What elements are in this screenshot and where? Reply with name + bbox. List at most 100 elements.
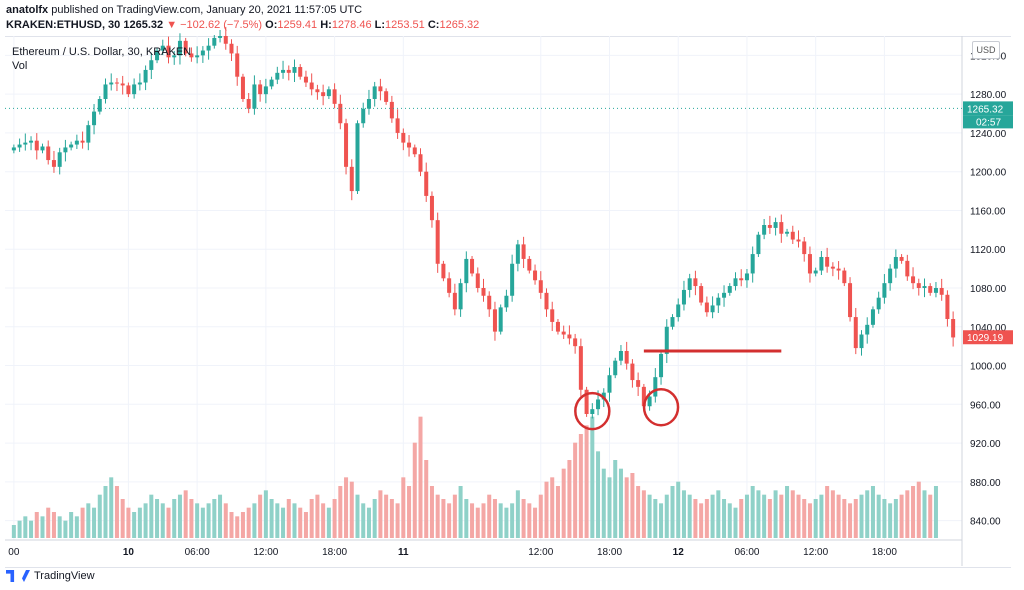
volume-bar	[51, 512, 56, 538]
volume-bar	[704, 499, 709, 538]
candle-body	[384, 91, 389, 102]
volume-bar	[258, 494, 263, 538]
candle-body	[212, 37, 217, 46]
y-tick-label: 960.00	[970, 400, 1001, 411]
candle-body	[80, 140, 85, 143]
candle-body	[802, 241, 807, 255]
candle-body	[762, 225, 767, 235]
candle-body	[888, 268, 893, 284]
candle-body	[132, 84, 137, 95]
volume-bar	[773, 490, 778, 538]
publisher-name[interactable]: anatolfx	[6, 4, 49, 16]
volume-bar	[29, 520, 34, 538]
volume-bar	[699, 503, 704, 538]
volume-bar	[212, 499, 217, 538]
candle-body	[200, 50, 205, 56]
volume-bar	[378, 490, 383, 538]
volume-bar	[183, 490, 188, 538]
volume-bar	[303, 512, 308, 538]
volume-bar	[177, 494, 182, 538]
chart-frame	[5, 36, 1011, 568]
x-tick-label: 12:00	[253, 547, 278, 558]
volume-bar	[893, 499, 898, 538]
volume-bar	[355, 494, 360, 538]
price-label-text: 1029.19	[967, 333, 1004, 344]
volume-bar	[195, 503, 200, 538]
candle-body	[733, 278, 738, 287]
candle-body	[636, 380, 641, 387]
volume-bar	[825, 486, 830, 538]
volume-bar	[401, 477, 406, 538]
volume-bar	[802, 499, 807, 538]
candle-body	[807, 254, 812, 274]
volume-bar	[338, 486, 343, 538]
y-tick-label: 1080.00	[970, 284, 1007, 295]
volume-bar	[882, 499, 887, 538]
volume-bar	[240, 512, 245, 538]
volume-bar	[223, 503, 228, 538]
candle-body	[258, 84, 263, 95]
candle-body	[452, 292, 457, 310]
candle-body	[693, 278, 698, 287]
volume-bar	[836, 494, 841, 538]
candle-body	[750, 254, 755, 274]
volume-bar	[750, 486, 755, 538]
candle-body	[269, 79, 274, 87]
volume-bar	[653, 499, 658, 538]
candle-body	[796, 239, 801, 242]
y-tick-label: 920.00	[970, 439, 1001, 450]
volume-bar	[389, 499, 394, 538]
candle-body	[756, 234, 761, 255]
candle-body	[86, 125, 91, 143]
volume-bar	[578, 434, 583, 538]
candle-body	[389, 101, 394, 119]
volume-bar	[618, 468, 623, 538]
candle-body	[378, 86, 383, 92]
legend-title: Ethereum / U.S. Dollar, 30, KRAKEN	[12, 46, 192, 58]
footer-brand[interactable]: TradingView	[6, 570, 95, 582]
candle-body	[893, 256, 898, 269]
volume-bar	[533, 507, 538, 538]
volume-bar	[561, 468, 566, 538]
volume-bar	[848, 503, 853, 538]
candle-body	[573, 338, 578, 347]
candle-body	[447, 278, 452, 293]
volume-bar	[521, 499, 526, 538]
volume-bar	[911, 486, 916, 538]
candle-body	[504, 295, 509, 308]
volume-bar	[23, 516, 28, 538]
volume-bar	[332, 499, 337, 538]
candle-body	[813, 270, 818, 274]
candle-body	[143, 69, 148, 83]
candle-body	[710, 305, 715, 313]
volume-bar	[166, 507, 171, 538]
volume-bar	[275, 503, 280, 538]
candle-body	[779, 222, 784, 234]
x-tick-label: 18:00	[597, 547, 622, 558]
currency-button[interactable]: USD	[972, 41, 1000, 59]
candle-body	[407, 142, 412, 148]
y-tick-label: 1240.00	[970, 129, 1007, 140]
volume-bar	[727, 503, 732, 538]
volume-bar	[584, 425, 589, 538]
candle-body	[183, 40, 188, 54]
candle-body	[92, 111, 97, 126]
candle-body	[601, 392, 606, 400]
volume-bar	[292, 503, 297, 538]
candle-body	[189, 53, 194, 58]
volume-bar	[349, 481, 354, 538]
candle-body	[870, 309, 875, 325]
volume-bar	[492, 499, 497, 538]
candle-body	[263, 86, 268, 95]
x-tick-label: 06:00	[734, 547, 759, 558]
volume-bar	[17, 520, 22, 538]
volume-bar	[286, 499, 291, 538]
candle-body	[578, 346, 583, 390]
candle-body	[945, 294, 950, 320]
candle-body	[349, 166, 354, 192]
volume-bar	[733, 507, 738, 538]
volume-bar	[613, 460, 618, 538]
candle-body	[510, 263, 515, 296]
volume-bar	[80, 507, 85, 538]
